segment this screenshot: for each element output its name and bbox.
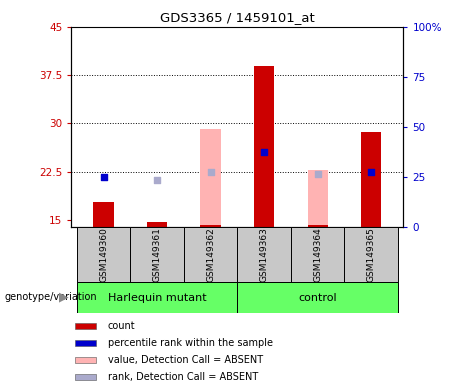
Bar: [184, 227, 237, 282]
Bar: [237, 282, 398, 313]
Text: genotype/variation: genotype/variation: [5, 292, 97, 302]
Title: GDS3365 / 1459101_at: GDS3365 / 1459101_at: [160, 11, 315, 24]
Bar: [201, 129, 221, 227]
Bar: [147, 222, 167, 227]
Point: [100, 174, 107, 180]
Bar: [307, 170, 328, 227]
Bar: [254, 66, 274, 227]
Point: [154, 177, 161, 183]
Bar: [75, 323, 96, 329]
Point: [367, 169, 375, 175]
Bar: [94, 202, 114, 227]
Bar: [77, 282, 237, 313]
Text: count: count: [108, 321, 136, 331]
Text: percentile rank within the sample: percentile rank within the sample: [108, 338, 273, 348]
Text: control: control: [298, 293, 337, 303]
Point: [207, 169, 214, 175]
Text: GSM149362: GSM149362: [206, 227, 215, 282]
Text: GSM149365: GSM149365: [367, 227, 376, 282]
Bar: [75, 374, 96, 380]
Text: Harlequin mutant: Harlequin mutant: [108, 293, 207, 303]
Text: GSM149363: GSM149363: [260, 227, 269, 282]
Bar: [130, 227, 184, 282]
Bar: [307, 225, 328, 227]
Text: value, Detection Call = ABSENT: value, Detection Call = ABSENT: [108, 355, 263, 365]
Text: GSM149361: GSM149361: [153, 227, 162, 282]
Bar: [77, 227, 130, 282]
Bar: [75, 339, 96, 346]
Point: [260, 149, 268, 156]
Text: ▶: ▶: [59, 291, 68, 304]
Bar: [344, 227, 398, 282]
Text: GSM149360: GSM149360: [99, 227, 108, 282]
Text: rank, Detection Call = ABSENT: rank, Detection Call = ABSENT: [108, 372, 258, 382]
Bar: [361, 132, 381, 227]
Bar: [237, 227, 291, 282]
Point: [314, 170, 321, 177]
Bar: [75, 357, 96, 363]
Bar: [291, 227, 344, 282]
Bar: [201, 225, 221, 227]
Text: GSM149364: GSM149364: [313, 227, 322, 282]
